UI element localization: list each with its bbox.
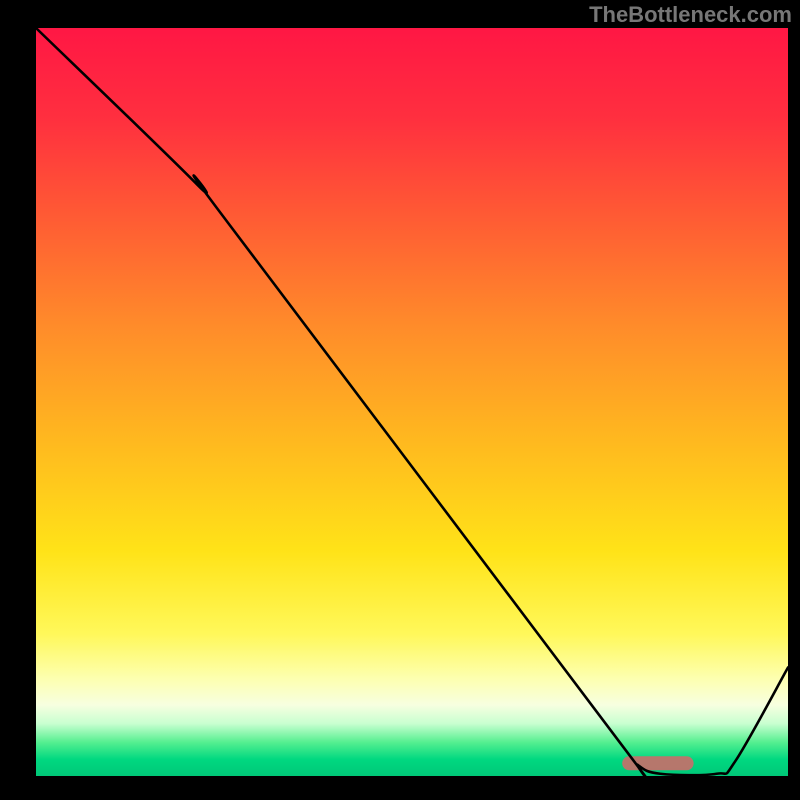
- chart-svg: [0, 0, 800, 800]
- watermark-text: TheBottleneck.com: [589, 2, 792, 28]
- chart-container: TheBottleneck.com: [0, 0, 800, 800]
- plot-area: [0, 0, 800, 800]
- gradient-background: [36, 28, 788, 776]
